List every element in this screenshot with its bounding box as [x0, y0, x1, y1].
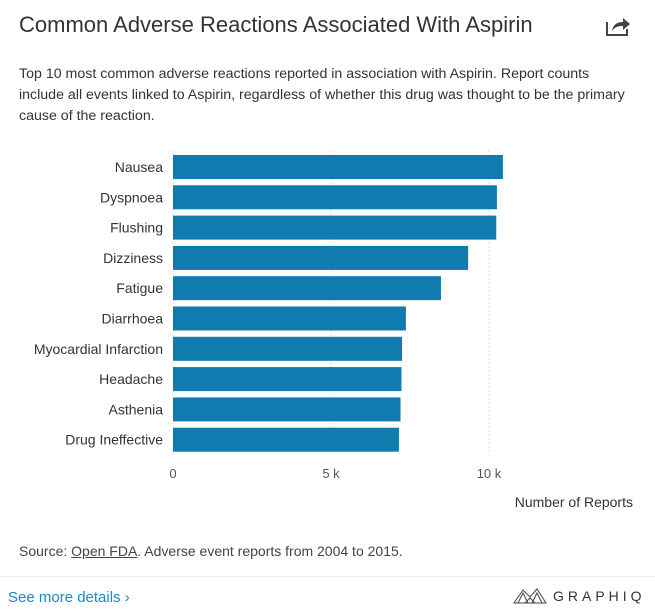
x-tick-label: 0	[169, 466, 176, 481]
graphiq-wordmark: GRAPHIQ	[553, 588, 646, 604]
category-label: Diarrhoea	[102, 311, 164, 327]
x-tick-label: 5 k	[322, 466, 340, 481]
category-label: Headache	[99, 371, 163, 387]
bar-chart: 0 5 k 10 k Nausea Dyspnoea Flushing Dizziness F…	[34, 150, 633, 510]
bar[interactable]	[173, 245, 469, 270]
x-axis-label: Number of Reports	[515, 494, 633, 510]
bar[interactable]	[173, 306, 406, 331]
category-label: Fatigue	[116, 280, 163, 296]
bar[interactable]	[173, 397, 401, 422]
bar[interactable]	[173, 155, 503, 179]
graphiq-logo[interactable]: GRAPHIQ	[513, 587, 646, 605]
x-tick-label: 10 k	[477, 466, 502, 481]
category-label: Flushing	[110, 220, 163, 236]
source-prefix: Source:	[19, 543, 72, 559]
bar[interactable]	[173, 185, 497, 210]
bar[interactable]	[173, 336, 403, 361]
bar[interactable]	[173, 427, 399, 452]
category-label: Asthenia	[109, 401, 164, 417]
category-label: Dyspnoea	[100, 189, 163, 205]
chart-subtitle: Top 10 most common adverse reactions rep…	[19, 66, 625, 124]
graphiq-mountain-icon	[513, 588, 547, 604]
see-more-details-link[interactable]: See more details ›	[8, 589, 130, 606]
category-label: Myocardial Infarction	[34, 341, 163, 357]
source-note: Source: Open FDA. Adverse event reports …	[19, 543, 403, 559]
bar[interactable]	[173, 215, 497, 240]
source-suffix: . Adverse event reports from 2004 to 201…	[137, 543, 403, 559]
category-label: Drug Ineffective	[65, 432, 163, 448]
category-label: Dizziness	[103, 250, 163, 266]
source-link[interactable]: Open FDA	[71, 543, 138, 559]
footer: See more details › GRAPHIQ	[0, 576, 655, 615]
category-label: Nausea	[115, 159, 163, 175]
bar[interactable]	[173, 367, 402, 392]
chart-title: Common Adverse Reactions Associated With…	[19, 12, 533, 37]
share-icon[interactable]	[604, 14, 632, 43]
bar[interactable]	[173, 276, 441, 301]
